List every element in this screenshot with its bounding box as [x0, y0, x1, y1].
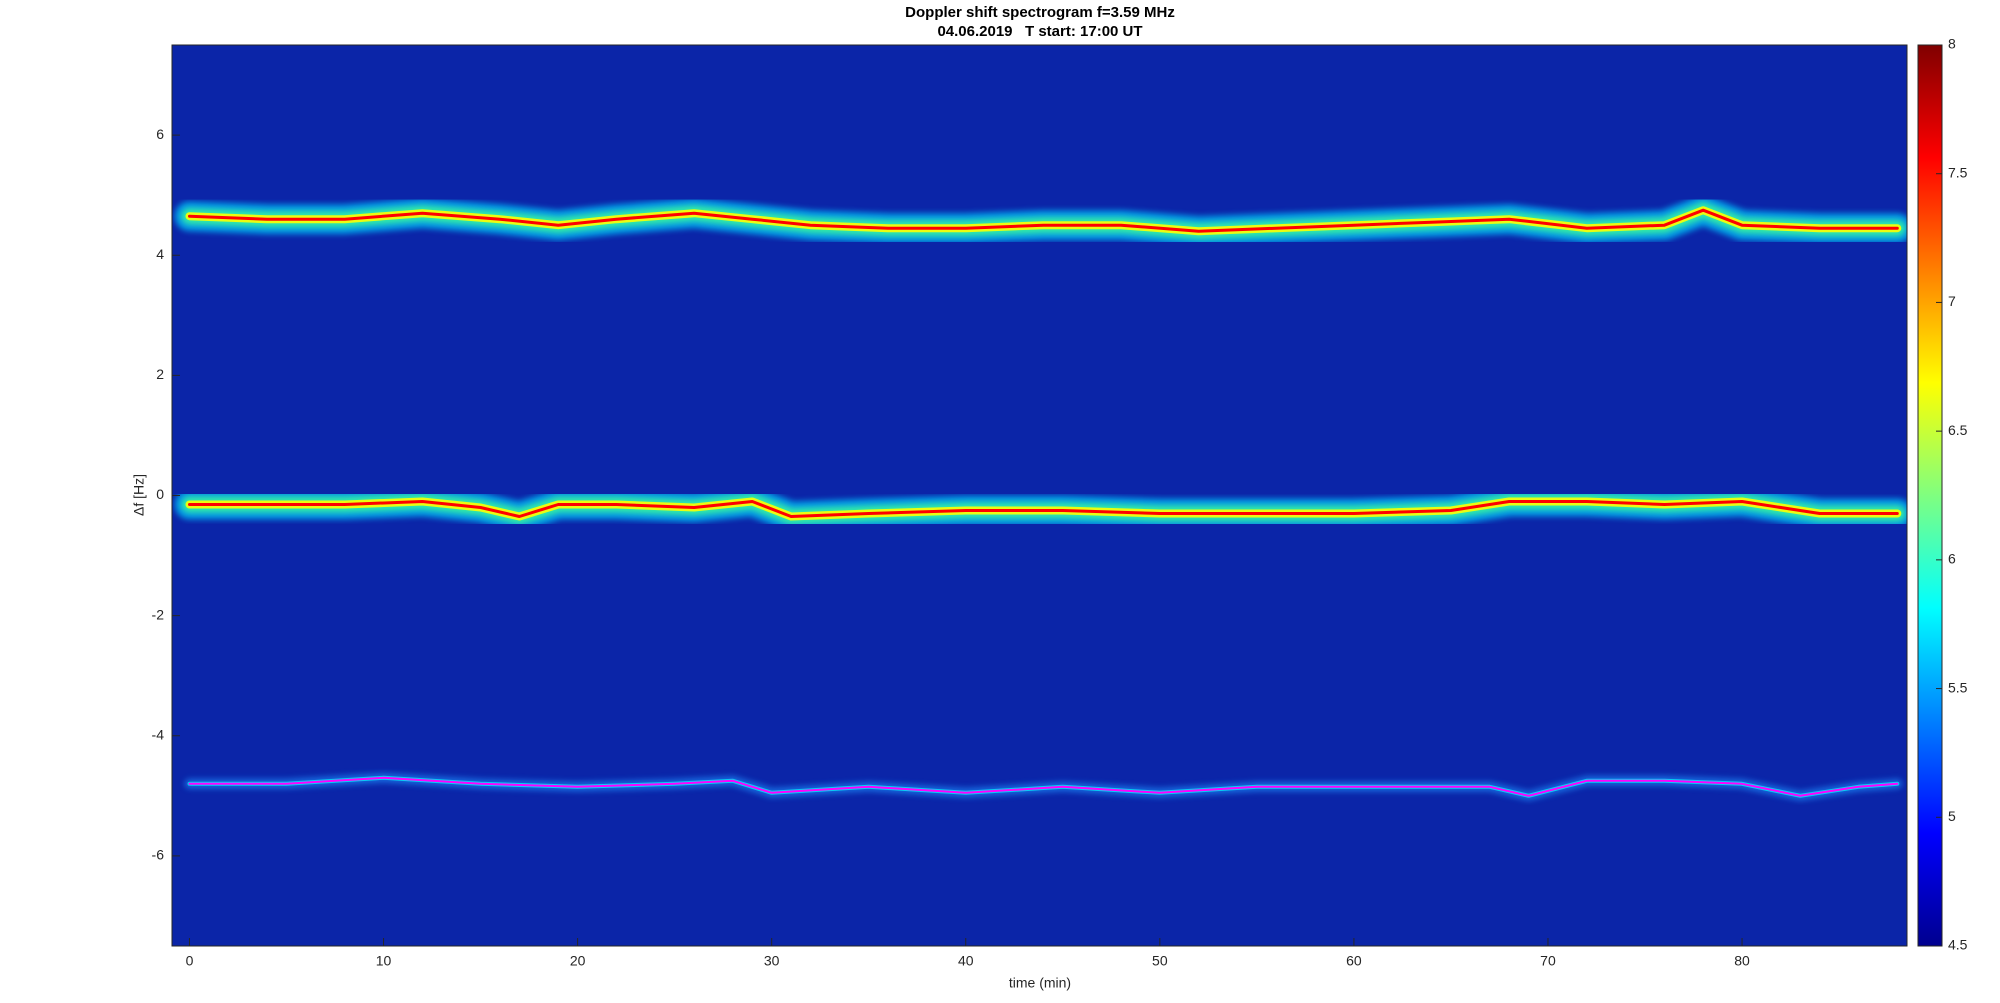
signal-trace [188, 776, 1899, 797]
x-tick-label: 60 [1346, 953, 1362, 969]
colorbar [1917, 44, 1943, 947]
x-tick-label: 30 [764, 953, 780, 969]
y-tick-label: 4 [156, 246, 164, 262]
x-tick-label: 80 [1734, 953, 1750, 969]
y-tick-label: -4 [152, 726, 165, 742]
y-axis-label: Δf [Hz] [131, 474, 147, 516]
x-tick-label: 40 [958, 953, 974, 969]
colorbar-tick-label: 6 [1948, 551, 1956, 567]
x-tick-label: 70 [1540, 953, 1556, 969]
chart-subtitle: 04.06.2019 T start: 17:00 UT [937, 23, 1142, 40]
colorbar-tick-label: 5 [1948, 808, 1956, 824]
y-tick-label: -6 [152, 847, 165, 863]
x-axis-label: time (min) [1009, 975, 1071, 991]
x-tick-label: 50 [1152, 953, 1168, 969]
colorbar-tick-label: 7.5 [1948, 164, 1968, 180]
colorbar-tick-label: 4.5 [1948, 937, 1968, 953]
traces [174, 195, 1907, 801]
x-tick-label: 20 [570, 953, 586, 969]
y-tick-label: 6 [156, 126, 164, 142]
y-tick-label: -2 [152, 606, 165, 622]
x-tick-label: 0 [186, 953, 194, 969]
y-tick-label: 2 [156, 366, 164, 382]
colorbar-tick-label: 7 [1948, 293, 1956, 309]
chart-title: Doppler shift spectrogram f=3.59 MHz [905, 4, 1175, 21]
colorbar-tick-label: 6.5 [1948, 422, 1968, 438]
colorbar-tick-label: 5.5 [1948, 679, 1968, 695]
signal-trace [188, 500, 1899, 518]
signal-trace [188, 208, 1899, 233]
y-tick-label: 0 [156, 486, 164, 502]
colorbar-tick-label: 8 [1948, 36, 1956, 52]
x-tick-label: 10 [376, 953, 392, 969]
